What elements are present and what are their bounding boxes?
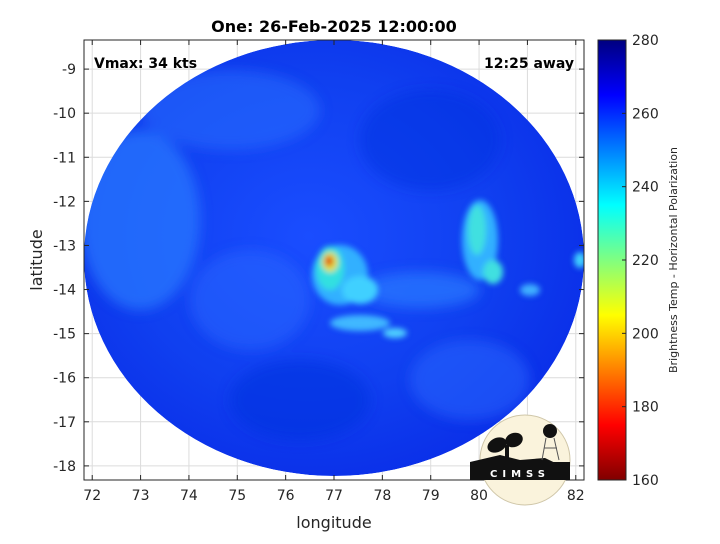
chart-title: One: 26-Feb-2025 12:00:00 bbox=[211, 17, 457, 36]
colorbar bbox=[597, 39, 627, 481]
y-tick-label: -12 bbox=[53, 194, 76, 210]
y-tick-label: -17 bbox=[53, 415, 76, 431]
colorbar-tick-label: 160 bbox=[632, 473, 659, 489]
distance-annotation: 12:25 away bbox=[484, 56, 574, 72]
x-tick-label: 80 bbox=[470, 488, 488, 504]
x-tick-label: 76 bbox=[277, 488, 295, 504]
logo-text: CIMSS bbox=[490, 469, 550, 480]
x-tick-label: 79 bbox=[422, 488, 440, 504]
y-tick-label: -18 bbox=[53, 459, 76, 475]
x-tick-label: 77 bbox=[325, 488, 343, 504]
cimss-logo bbox=[470, 414, 571, 506]
colorbar-ticks: 160 180 200 220 240 260 280 bbox=[622, 33, 659, 489]
colorbar-tick-label: 220 bbox=[632, 253, 659, 269]
colorbar-tick-label: 180 bbox=[632, 400, 659, 416]
colorbar-tick-label: 260 bbox=[632, 106, 659, 122]
brightness-temperature-image bbox=[84, 40, 584, 476]
x-axis-label: longitude bbox=[296, 513, 371, 532]
y-tick-label: -13 bbox=[53, 238, 76, 254]
colorbar-tick-label: 280 bbox=[632, 33, 659, 49]
colorbar-label: Brightness Temp - Horizontal Polarizatio… bbox=[667, 147, 680, 373]
axes-box bbox=[83, 39, 585, 481]
vmax-annotation: Vmax: 34 kts bbox=[94, 56, 197, 72]
y-tick-label: -14 bbox=[53, 283, 76, 299]
x-tick-label: 72 bbox=[83, 488, 101, 504]
x-tick-label: 75 bbox=[228, 488, 246, 504]
y-tick-label: -9 bbox=[62, 62, 76, 78]
x-tick-label: 78 bbox=[373, 488, 391, 504]
colorbar-tick-label: 200 bbox=[632, 326, 659, 342]
x-tick-label: 74 bbox=[180, 488, 198, 504]
x-tick-label: 82 bbox=[567, 488, 585, 504]
y-axis-label: latitude bbox=[27, 229, 46, 290]
x-tick-label: 73 bbox=[132, 488, 150, 504]
y-tick-label: -16 bbox=[53, 371, 76, 387]
colorbar-tick-label: 240 bbox=[632, 180, 659, 196]
y-tick-label: -11 bbox=[53, 150, 76, 166]
y-tick-label: -15 bbox=[53, 327, 76, 343]
y-tick-label: -10 bbox=[53, 106, 76, 122]
